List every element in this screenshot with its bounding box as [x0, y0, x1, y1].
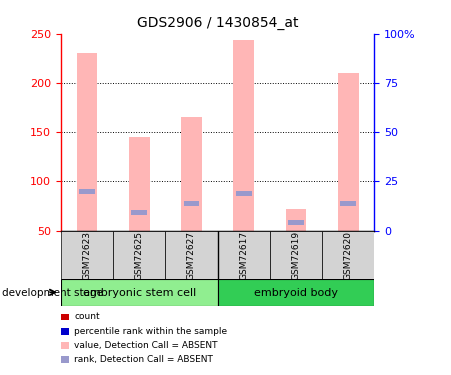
Bar [129, 137, 150, 231]
Bar [113, 231, 166, 279]
Bar [217, 231, 270, 279]
Bar [181, 117, 202, 231]
Text: GSM72617: GSM72617 [239, 230, 248, 280]
Text: count: count [74, 312, 100, 321]
Bar [341, 201, 356, 206]
Text: development stage: development stage [2, 288, 103, 297]
Bar [233, 40, 254, 231]
Bar [77, 54, 97, 231]
Bar [236, 191, 252, 196]
Bar [79, 189, 95, 194]
Bar [270, 231, 322, 279]
Text: GSM72619: GSM72619 [291, 230, 300, 280]
Text: GSM72625: GSM72625 [135, 231, 144, 279]
Text: GSM72620: GSM72620 [344, 231, 353, 279]
Bar [285, 209, 306, 231]
Text: GSM72623: GSM72623 [83, 231, 92, 279]
Text: embryonic stem cell: embryonic stem cell [83, 288, 196, 297]
Bar [61, 231, 113, 279]
Bar [288, 220, 304, 225]
Text: value, Detection Call = ABSENT: value, Detection Call = ABSENT [74, 341, 218, 350]
Bar [338, 73, 359, 231]
Bar [61, 279, 217, 306]
Text: rank, Detection Call = ABSENT: rank, Detection Call = ABSENT [74, 355, 213, 364]
Text: percentile rank within the sample: percentile rank within the sample [74, 327, 228, 336]
Bar [322, 231, 374, 279]
Bar [131, 210, 147, 215]
Bar [184, 201, 199, 206]
Text: GSM72627: GSM72627 [187, 231, 196, 279]
Title: GDS2906 / 1430854_at: GDS2906 / 1430854_at [137, 16, 299, 30]
Bar [217, 279, 374, 306]
Bar [166, 231, 217, 279]
Text: embryoid body: embryoid body [254, 288, 338, 297]
